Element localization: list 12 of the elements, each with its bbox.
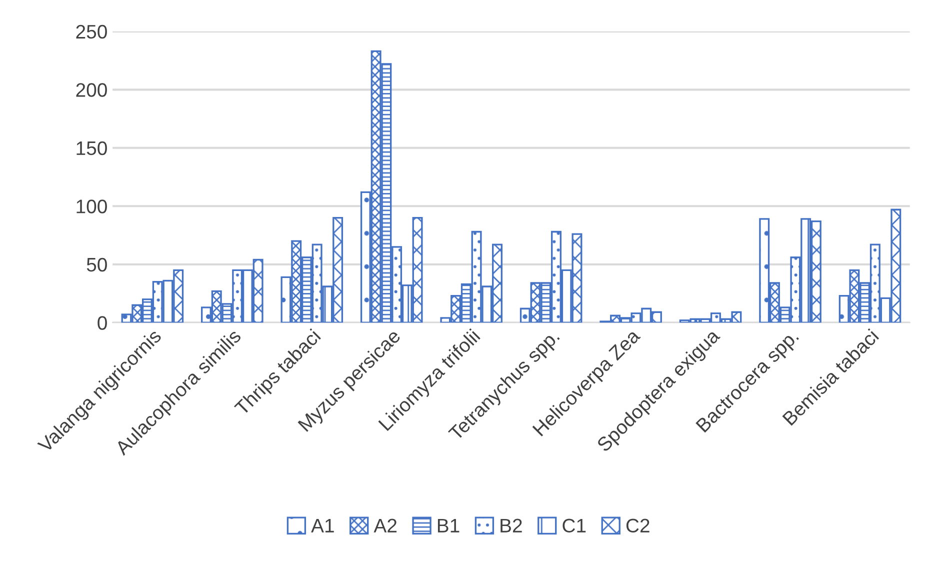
legend-label: C1: [562, 518, 586, 533]
y-tick-label: 0: [98, 316, 107, 330]
legend-label: A1: [311, 518, 334, 532]
legend-label: C2: [626, 518, 650, 533]
legend-label: A2: [374, 518, 396, 532]
y-tick-label: 50: [86, 258, 107, 272]
y-tick-label: 100: [76, 200, 107, 214]
y-tick-label: 200: [76, 83, 107, 97]
y-tick-label: 150: [76, 141, 107, 156]
y-tick-label: 250: [76, 24, 107, 39]
legend-label: B1: [438, 518, 460, 532]
legend-label: B2: [500, 518, 522, 532]
